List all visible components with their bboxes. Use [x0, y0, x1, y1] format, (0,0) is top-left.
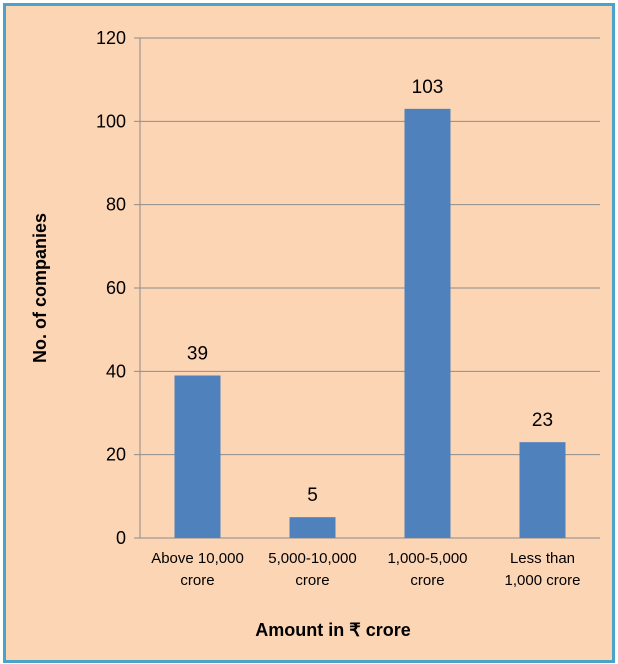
x-axis-title: Amount in ₹ crore — [255, 620, 410, 640]
bar — [289, 517, 336, 538]
y-tick-label: 60 — [106, 278, 126, 298]
x-category-label: 5,000-10,000 — [268, 550, 356, 567]
x-category-label: Less than — [510, 550, 575, 567]
x-category-label: crore — [180, 572, 214, 589]
data-label: 103 — [412, 77, 444, 98]
bars — [174, 108, 566, 538]
bar — [519, 442, 566, 538]
x-category-label: 1,000 crore — [505, 572, 581, 589]
y-tick-label: 100 — [96, 111, 126, 131]
bar-chart: 39 5 103 23 0 20 40 60 80 100 120 Above 10,000 cro… — [30, 28, 600, 640]
y-axis-title: No. of companies — [30, 213, 50, 363]
data-labels: 39 5 103 23 — [187, 77, 553, 506]
y-tick-label: 0 — [116, 528, 126, 548]
x-category-label: crore — [295, 572, 329, 589]
data-label: 5 — [307, 485, 318, 506]
y-tick-label: 40 — [106, 361, 126, 381]
chart-frame: 39 5 103 23 0 20 40 60 80 100 120 Above 10,000 cro… — [3, 3, 615, 663]
x-category-labels: Above 10,000 crore 5,000-10,000 crore 1,000-… — [151, 550, 580, 589]
x-category-label: crore — [410, 572, 444, 589]
y-tick-label: 120 — [96, 28, 126, 48]
y-tick-labels: 0 20 40 60 80 100 120 — [96, 28, 126, 548]
y-tick-label: 80 — [106, 195, 126, 215]
data-label: 39 — [187, 344, 208, 365]
y-tick-label: 20 — [106, 445, 126, 465]
bar — [404, 108, 451, 538]
x-category-label: 1,000-5,000 — [387, 550, 467, 567]
x-category-label: Above 10,000 — [151, 550, 244, 567]
data-label: 23 — [532, 410, 553, 431]
bar — [174, 375, 221, 538]
